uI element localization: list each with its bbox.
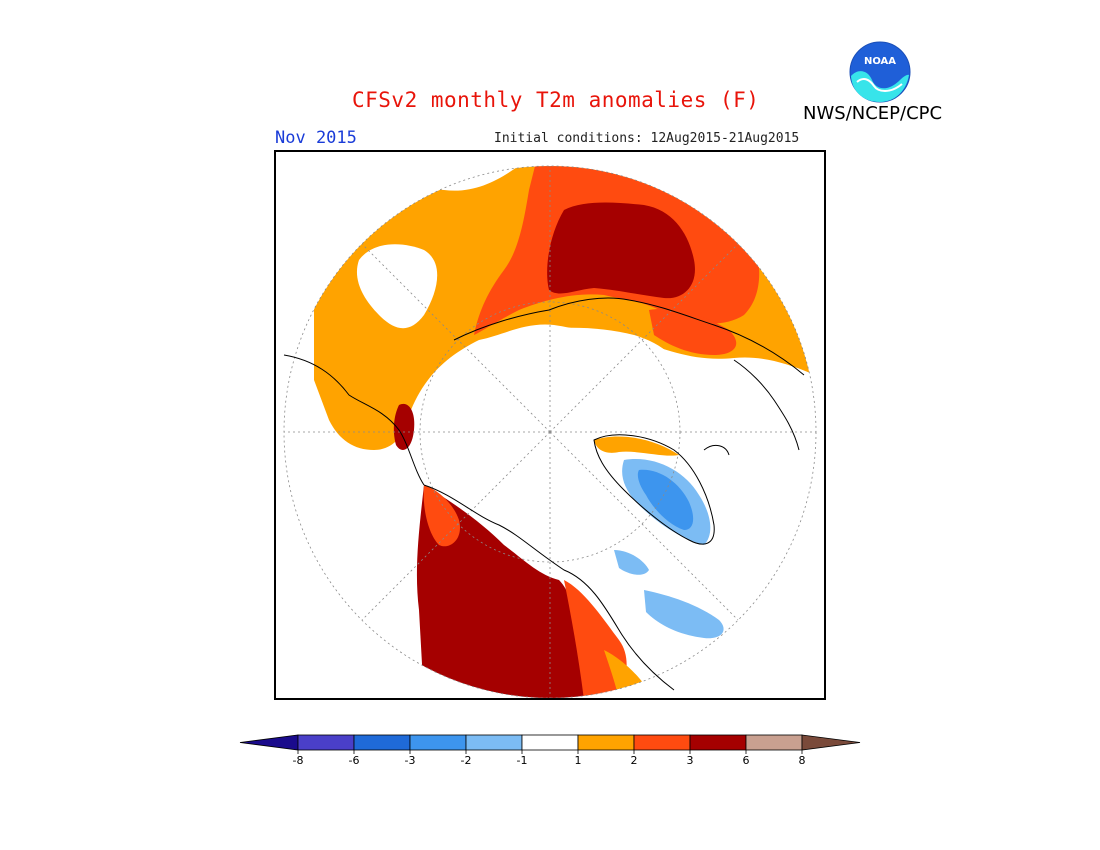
colorbar-swatch: [577, 734, 635, 751]
colorbar-tick-label: 2: [631, 754, 638, 767]
colorbar-tick-label: -6: [349, 754, 360, 767]
map-frame: [274, 150, 826, 700]
colorbar-tick-label: 6: [743, 754, 750, 767]
chart-title: CFSv2 monthly T2m anomalies (F): [352, 88, 760, 112]
anomaly-region-greenland-medblue: [637, 469, 694, 530]
colorbar-swatch: [465, 734, 523, 751]
colorbar-swatch: [689, 734, 747, 751]
graticule: [283, 165, 817, 699]
noaa-logo: NOAA: [849, 41, 911, 103]
colorbar-tick-label: -2: [461, 754, 472, 767]
colorbar-arrow-low: [239, 734, 299, 751]
colorbar-swatch: [409, 734, 467, 751]
hemisphere-field: [284, 166, 816, 698]
agency-label: NWS/NCEP/CPC: [803, 103, 943, 124]
anomaly-region-baffin-blue: [614, 550, 649, 575]
polar-anomaly-map: [274, 150, 826, 700]
forecast-month: Nov 2015: [275, 128, 357, 148]
colorbar: -8 -6 -3 -2 -1 1 2 3 6 8: [239, 734, 861, 767]
anomaly-region-northamerica-darkred: [416, 485, 604, 698]
noaa-logo-text: NOAA: [864, 56, 896, 67]
initial-conditions: Initial conditions: 12Aug2015-21Aug2015: [494, 131, 800, 146]
anomaly-region-europe-white: [356, 244, 438, 329]
coastlines: [283, 297, 805, 691]
colorbar-swatch: [633, 734, 691, 751]
colorbar-tick-label: -1: [517, 754, 528, 767]
anomaly-region-siberia-darkred: [547, 202, 695, 299]
colorbar-tick-label: -8: [293, 754, 304, 767]
anomaly-region-labrador-blue: [644, 590, 724, 639]
colorbar-tick-label: 3: [687, 754, 694, 767]
colorbar-swatch: [745, 734, 803, 751]
colorbar-tick-label: 1: [575, 754, 582, 767]
anomaly-region-greenland-edge: [594, 436, 679, 456]
anomaly-region-scandinavia-darkred: [393, 403, 415, 450]
anomaly-region-pacific-red: [649, 308, 737, 355]
colorbar-arrow-high: [801, 734, 861, 751]
colorbar-swatch: [297, 734, 355, 751]
colorbar-tick-label: 8: [799, 754, 806, 767]
colorbar-swatch: [353, 734, 411, 751]
colorbar-swatch: [521, 734, 579, 751]
colorbar-tick-label: -3: [405, 754, 416, 767]
